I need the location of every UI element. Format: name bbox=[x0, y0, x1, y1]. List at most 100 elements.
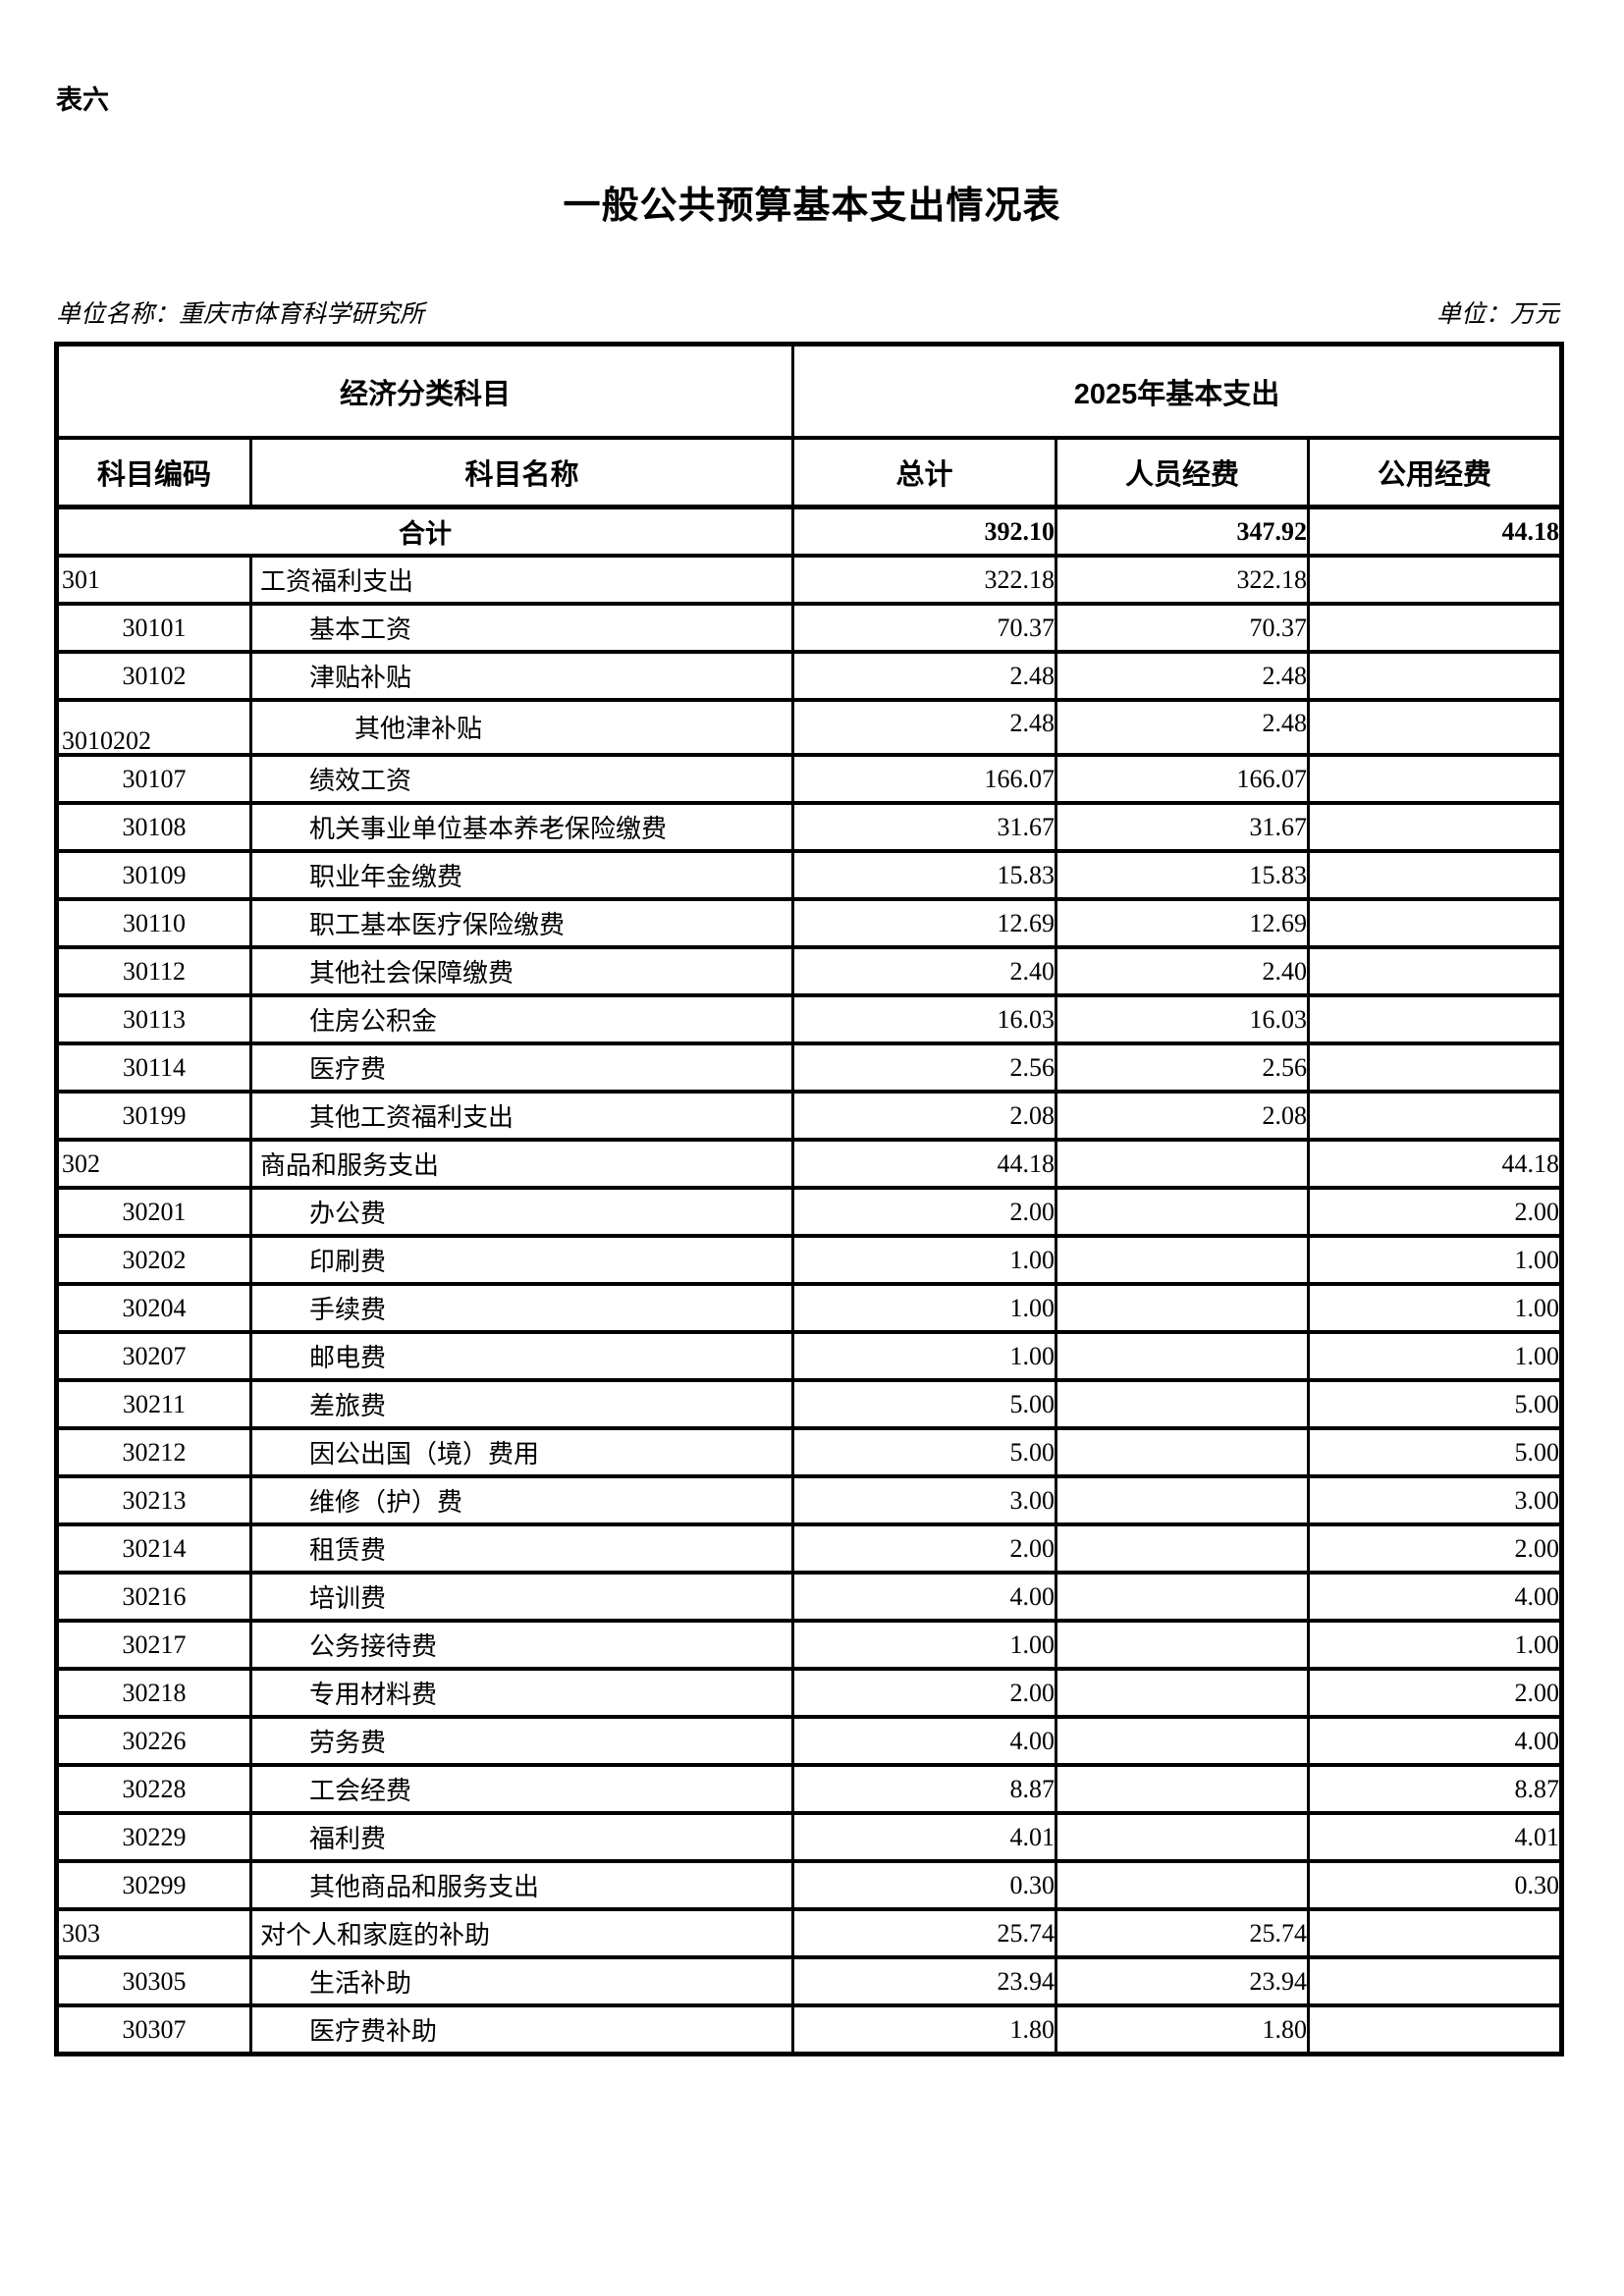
name-cell: 对个人和家庭的补助 bbox=[248, 1907, 795, 1959]
table-row: 30299 其他商品和服务支出 0.30 0.30 bbox=[55, 1859, 1564, 1911]
code-cell: 30201 bbox=[55, 1186, 252, 1238]
total-cell: 1.00 bbox=[791, 1282, 1058, 1334]
public-cell bbox=[1307, 602, 1564, 654]
table-row: 30112 其他社会保障缴费 2.40 2.40 bbox=[55, 945, 1564, 997]
personnel-cell: 12.69 bbox=[1055, 897, 1311, 949]
table-row: 30214 租赁费 2.00 2.00 bbox=[55, 1522, 1564, 1575]
personnel-cell: 2.08 bbox=[1055, 1090, 1311, 1142]
code-cell: 30207 bbox=[55, 1330, 252, 1382]
public-cell: 4.01 bbox=[1307, 1811, 1564, 1863]
name-cell: 维修（护）费 bbox=[248, 1474, 795, 1526]
personnel-cell: 322.18 bbox=[1055, 554, 1311, 606]
name-cell: 津贴补贴 bbox=[248, 650, 795, 702]
total-total-cell: 392.10 bbox=[791, 505, 1058, 558]
public-cell bbox=[1307, 897, 1564, 949]
personnel-cell bbox=[1055, 1859, 1311, 1911]
personnel-cell bbox=[1055, 1667, 1311, 1719]
personnel-cell: 16.03 bbox=[1055, 993, 1311, 1045]
code-cell: 30113 bbox=[55, 993, 252, 1045]
code-cell: 30305 bbox=[55, 1955, 252, 2007]
code-cell: 30212 bbox=[55, 1426, 252, 1478]
name-cell: 机关事业单位基本养老保险缴费 bbox=[248, 801, 795, 853]
name-cell: 手续费 bbox=[248, 1282, 795, 1334]
name-cell: 绩效工资 bbox=[248, 753, 795, 805]
total-cell: 2.48 bbox=[791, 698, 1058, 757]
public-cell: 2.00 bbox=[1307, 1522, 1564, 1575]
name-cell: 工会经费 bbox=[248, 1763, 795, 1815]
public-cell bbox=[1307, 849, 1564, 901]
code-cell: 30214 bbox=[55, 1522, 252, 1575]
header-economic-classification: 经济分类科目 bbox=[54, 342, 795, 440]
header-column-row: 科目编码 科目名称 总计 人员经费 公用经费 bbox=[55, 436, 1564, 509]
name-cell: 商品和服务支出 bbox=[248, 1138, 795, 1190]
personnel-cell: 1.80 bbox=[1055, 2003, 1311, 2056]
doc-label: 表六 bbox=[56, 85, 109, 115]
name-cell: 办公费 bbox=[248, 1186, 795, 1238]
code-cell: 30199 bbox=[55, 1090, 252, 1142]
code-cell: 30217 bbox=[55, 1619, 252, 1671]
public-cell bbox=[1307, 945, 1564, 997]
header-total: 总计 bbox=[791, 436, 1058, 509]
header-personnel-funds: 人员经费 bbox=[1055, 436, 1311, 509]
name-cell: 其他工资福利支出 bbox=[248, 1090, 795, 1142]
personnel-cell bbox=[1055, 1330, 1311, 1382]
name-cell: 印刷费 bbox=[248, 1234, 795, 1286]
name-cell: 邮电费 bbox=[248, 1330, 795, 1382]
personnel-cell bbox=[1055, 1571, 1311, 1623]
table-row: 30114 医疗费 2.56 2.56 bbox=[55, 1041, 1564, 1094]
public-cell bbox=[1307, 1955, 1564, 2007]
table-row: 30217 公务接待费 1.00 1.00 bbox=[55, 1619, 1564, 1671]
grand-total-row: 合计 392.10 347.92 44.18 bbox=[54, 505, 1564, 558]
name-cell: 劳务费 bbox=[248, 1715, 795, 1767]
total-cell: 4.00 bbox=[791, 1715, 1058, 1767]
name-cell: 公务接待费 bbox=[248, 1619, 795, 1671]
name-cell: 工资福利支出 bbox=[248, 554, 795, 606]
table-row: 302 商品和服务支出 44.18 44.18 bbox=[55, 1138, 1564, 1190]
table-row: 30113 住房公积金 16.03 16.03 bbox=[55, 993, 1564, 1045]
table-row: 30109 职业年金缴费 15.83 15.83 bbox=[55, 849, 1564, 901]
unit-label: 单位：万元 bbox=[1435, 301, 1559, 328]
code-cell: 30307 bbox=[55, 2003, 252, 2056]
total-cell: 15.83 bbox=[791, 849, 1058, 901]
code-cell: 302 bbox=[55, 1138, 252, 1190]
table-row: 30216 培训费 4.00 4.00 bbox=[55, 1571, 1564, 1623]
table-row: 30107 绩效工资 166.07 166.07 bbox=[55, 753, 1564, 805]
name-cell: 培训费 bbox=[248, 1571, 795, 1623]
public-cell: 3.00 bbox=[1307, 1474, 1564, 1526]
total-cell: 16.03 bbox=[791, 993, 1058, 1045]
meta-row: 单位名称：重庆市体育科学研究所 单位：万元 bbox=[56, 294, 1559, 330]
name-cell: 生活补助 bbox=[248, 1955, 795, 2007]
total-cell: 44.18 bbox=[791, 1138, 1058, 1190]
code-cell: 30102 bbox=[55, 650, 252, 702]
total-cell: 2.00 bbox=[791, 1186, 1058, 1238]
total-cell: 0.30 bbox=[791, 1859, 1058, 1911]
table-row: 30102 津贴补贴 2.48 2.48 bbox=[55, 650, 1564, 702]
budget-table: 经济分类科目 2025年基本支出 科目编码 科目名称 总计 人员经费 公用经费 … bbox=[54, 342, 1565, 2056]
public-cell: 44.18 bbox=[1307, 1138, 1564, 1190]
public-cell: 4.00 bbox=[1307, 1571, 1564, 1623]
total-cell: 4.01 bbox=[791, 1811, 1058, 1863]
table-row: 301 工资福利支出 322.18 322.18 bbox=[55, 554, 1564, 606]
personnel-cell bbox=[1055, 1426, 1311, 1478]
code-cell: 301 bbox=[55, 554, 252, 606]
header-group-row: 经济分类科目 2025年基本支出 bbox=[54, 342, 1564, 440]
code-cell: 303 bbox=[55, 1907, 252, 1959]
code-cell: 30229 bbox=[55, 1811, 252, 1863]
total-cell: 322.18 bbox=[791, 554, 1058, 606]
personnel-cell: 15.83 bbox=[1055, 849, 1311, 901]
public-cell: 1.00 bbox=[1307, 1234, 1564, 1286]
total-cell: 1.80 bbox=[791, 2003, 1058, 2056]
public-cell bbox=[1307, 650, 1564, 702]
total-cell: 2.48 bbox=[791, 650, 1058, 702]
personnel-cell: 25.74 bbox=[1055, 1907, 1311, 1959]
total-cell: 166.07 bbox=[791, 753, 1058, 805]
name-cell: 职业年金缴费 bbox=[248, 849, 795, 901]
name-cell: 基本工资 bbox=[248, 602, 795, 654]
personnel-cell: 23.94 bbox=[1055, 1955, 1311, 2007]
total-cell: 2.56 bbox=[791, 1041, 1058, 1094]
table-row: 30207 邮电费 1.00 1.00 bbox=[55, 1330, 1564, 1382]
code-cell: 30202 bbox=[55, 1234, 252, 1286]
code-cell: 30228 bbox=[55, 1763, 252, 1815]
public-cell bbox=[1307, 1041, 1564, 1094]
header-subject-name: 科目名称 bbox=[248, 436, 795, 509]
